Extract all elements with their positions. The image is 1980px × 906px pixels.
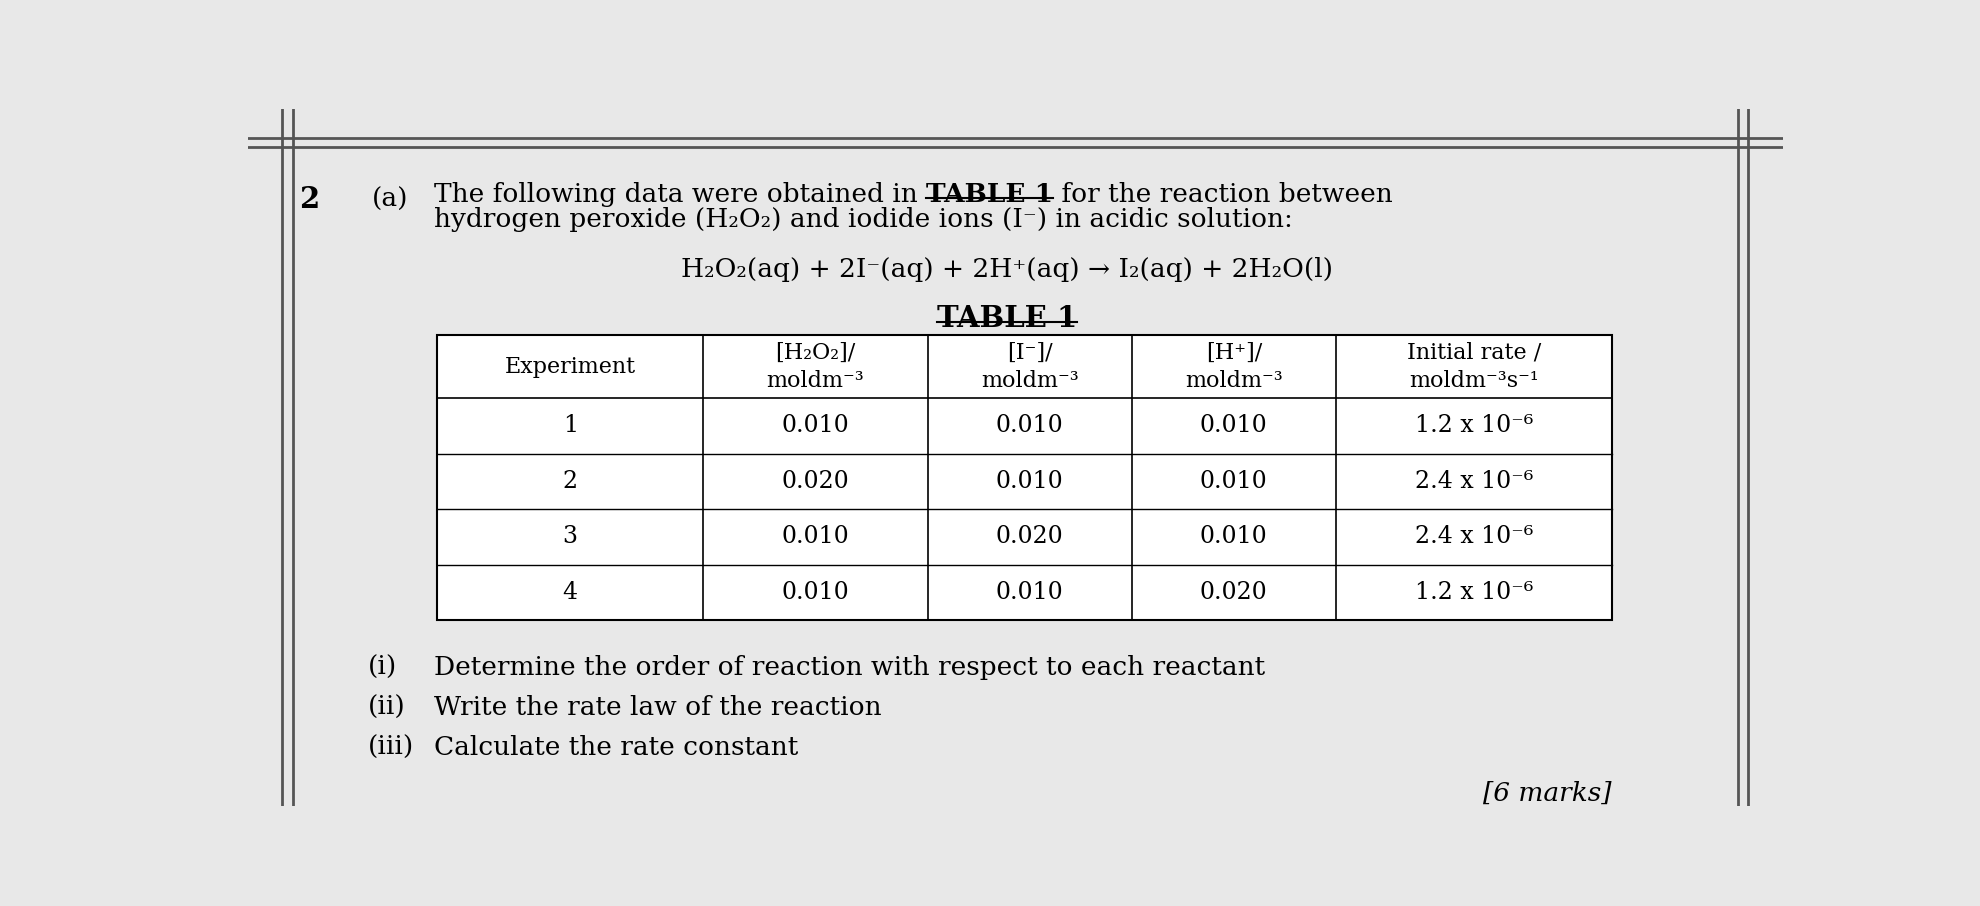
Text: 0.020: 0.020 [1200,581,1267,603]
Text: (a): (a) [372,187,408,212]
Text: 2: 2 [562,470,578,493]
Text: 1.2 x 10⁻⁶: 1.2 x 10⁻⁶ [1414,581,1533,603]
Text: [H₂O₂]/
moldm⁻³: [H₂O₂]/ moldm⁻³ [766,342,863,391]
Text: 0.010: 0.010 [996,581,1063,603]
Text: 0.010: 0.010 [996,414,1063,438]
Text: Initial rate /
moldm⁻³s⁻¹: Initial rate / moldm⁻³s⁻¹ [1406,342,1540,391]
Text: 0.010: 0.010 [1200,470,1267,493]
Text: 0.010: 0.010 [996,470,1063,493]
Text: 0.010: 0.010 [780,581,849,603]
Text: [H⁺]/
moldm⁻³: [H⁺]/ moldm⁻³ [1184,342,1283,391]
Text: 0.010: 0.010 [1200,414,1267,438]
Text: 0.010: 0.010 [780,414,849,438]
Text: for the reaction between: for the reaction between [1051,182,1392,207]
Text: Experiment: Experiment [505,356,636,378]
Text: 0.010: 0.010 [780,525,849,548]
Text: 3: 3 [562,525,578,548]
Text: 2.4 x 10⁻⁶: 2.4 x 10⁻⁶ [1414,525,1533,548]
Text: The following data were obtained in: The following data were obtained in [434,182,925,207]
Text: 2: 2 [299,185,319,214]
Text: (iii): (iii) [368,735,414,760]
Text: TABLE 1: TABLE 1 [937,304,1077,333]
Text: 0.010: 0.010 [1200,525,1267,548]
Text: [6 marks]: [6 marks] [1483,781,1612,806]
Text: 1.2 x 10⁻⁶: 1.2 x 10⁻⁶ [1414,414,1533,438]
Text: Determine the order of reaction with respect to each reactant: Determine the order of reaction with res… [434,655,1263,680]
Bar [438,335,1612,620]
Text: Calculate the rate constant: Calculate the rate constant [434,735,798,760]
Text: TABLE 1: TABLE 1 [925,182,1051,207]
Text: 4: 4 [562,581,578,603]
Text: 0.020: 0.020 [996,525,1063,548]
Text: [I⁻]/
moldm⁻³: [I⁻]/ moldm⁻³ [980,342,1077,391]
Text: 1: 1 [562,414,578,438]
Text: hydrogen peroxide (H₂O₂) and iodide ions (I⁻) in acidic solution:: hydrogen peroxide (H₂O₂) and iodide ions… [434,207,1291,232]
Text: Write the rate law of the reaction: Write the rate law of the reaction [434,695,881,719]
Text: (ii): (ii) [368,695,406,719]
Text: 2.4 x 10⁻⁶: 2.4 x 10⁻⁶ [1414,470,1533,493]
Text: H₂O₂(aq) + 2I⁻(aq) + 2H⁺(aq) → I₂(aq) + 2H₂O(l): H₂O₂(aq) + 2I⁻(aq) + 2H⁺(aq) → I₂(aq) + … [681,256,1333,282]
Text: The following data were obtained in: The following data were obtained in [434,182,925,207]
Text: (i): (i) [368,655,396,680]
Text: 0.020: 0.020 [780,470,849,493]
